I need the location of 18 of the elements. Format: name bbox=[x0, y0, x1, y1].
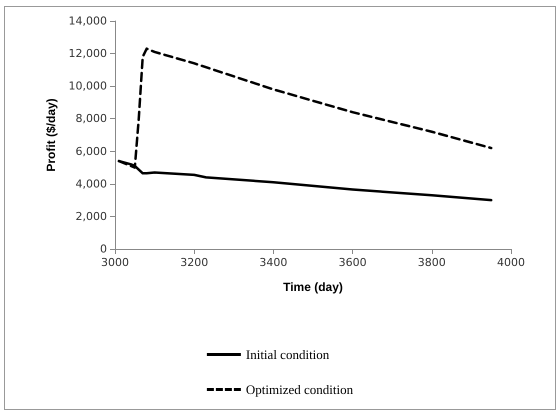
y-tick-label: 0 bbox=[100, 242, 107, 256]
legend-label: Optimized condition bbox=[246, 382, 354, 397]
y-tick-label: 4,000 bbox=[76, 177, 107, 190]
y-tick-label: 6,000 bbox=[76, 144, 107, 158]
x-tick-label: 3000 bbox=[101, 256, 129, 269]
x-tick-label: 3800 bbox=[418, 256, 446, 269]
y-tick-label: 14,000 bbox=[68, 14, 107, 28]
y-tick-label: 8,000 bbox=[76, 112, 107, 126]
y-axis-title: Profit ($/day) bbox=[44, 98, 58, 172]
x-tick-label: 3400 bbox=[259, 256, 288, 269]
y-tick-label: 10,000 bbox=[68, 80, 107, 93]
x-tick-label: 4000 bbox=[497, 256, 525, 269]
y-tick-label: 12,000 bbox=[68, 47, 107, 60]
x-tick-label: 3200 bbox=[180, 256, 208, 269]
x-tick-label: 3600 bbox=[338, 256, 367, 269]
y-tick-label: 2,000 bbox=[76, 210, 107, 223]
x-axis-title: Time (day) bbox=[283, 280, 343, 294]
legend-label: Initial condition bbox=[246, 347, 330, 362]
